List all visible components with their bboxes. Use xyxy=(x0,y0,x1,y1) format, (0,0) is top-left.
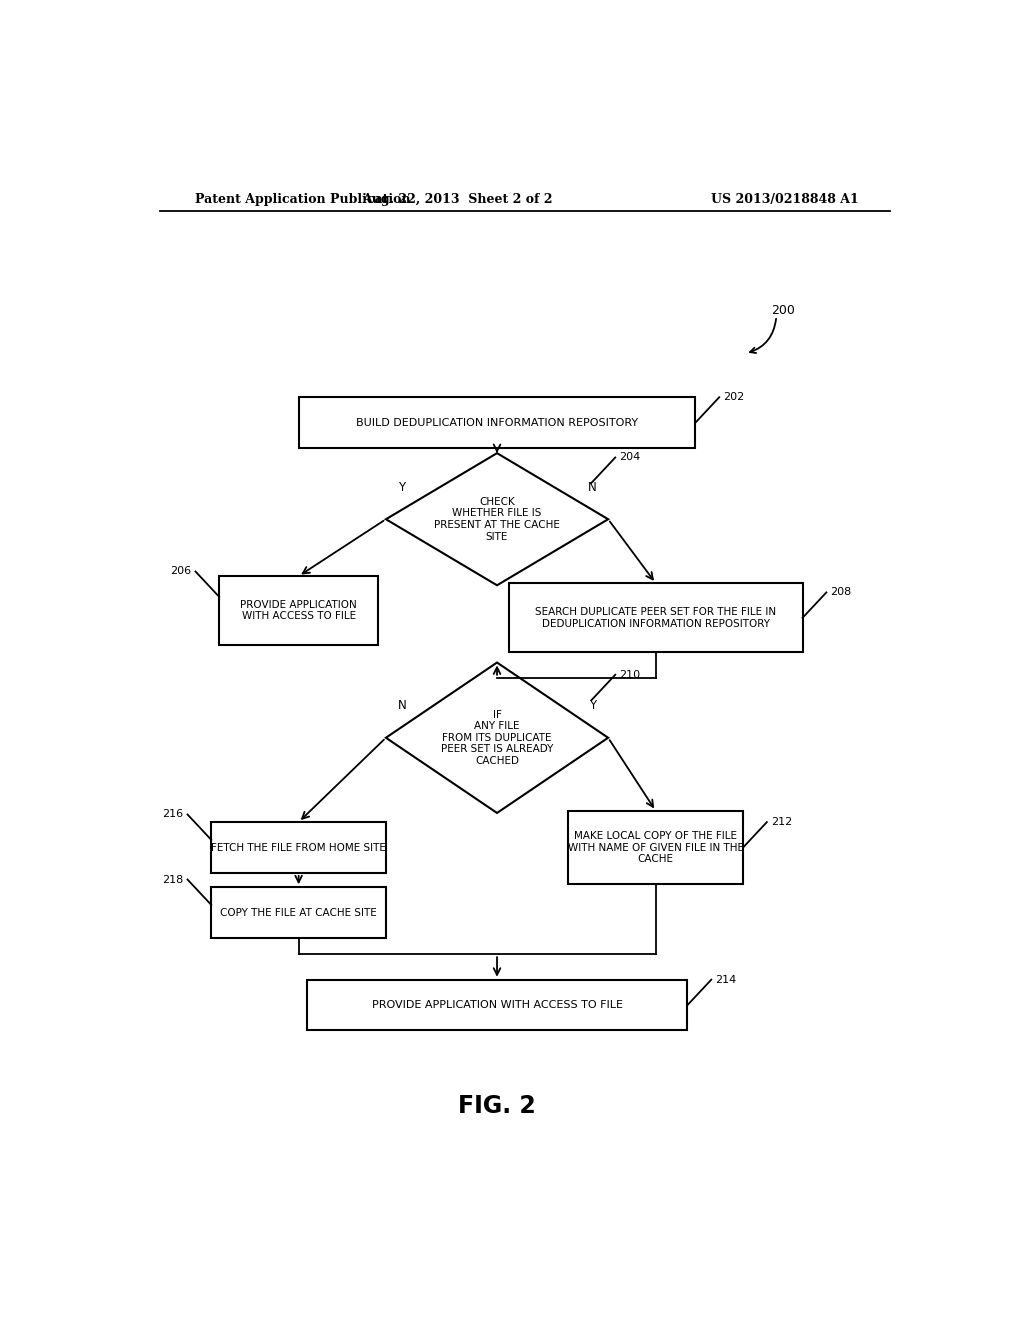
Text: IF
ANY FILE
FROM ITS DUPLICATE
PEER SET IS ALREADY
CACHED: IF ANY FILE FROM ITS DUPLICATE PEER SET … xyxy=(441,710,553,766)
Bar xyxy=(219,576,378,645)
Text: N: N xyxy=(588,480,596,494)
Text: 212: 212 xyxy=(771,817,793,828)
Text: 218: 218 xyxy=(162,875,183,884)
Text: 214: 214 xyxy=(716,974,736,985)
Text: COPY THE FILE AT CACHE SITE: COPY THE FILE AT CACHE SITE xyxy=(220,908,377,917)
Text: PROVIDE APPLICATION
WITH ACCESS TO FILE: PROVIDE APPLICATION WITH ACCESS TO FILE xyxy=(241,599,357,622)
Text: Aug. 22, 2013  Sheet 2 of 2: Aug. 22, 2013 Sheet 2 of 2 xyxy=(362,193,553,206)
Bar xyxy=(211,822,386,873)
Text: US 2013/0218848 A1: US 2013/0218848 A1 xyxy=(712,193,859,206)
Text: N: N xyxy=(397,700,407,713)
Text: Y: Y xyxy=(589,700,596,713)
Bar xyxy=(306,979,687,1031)
Text: Y: Y xyxy=(397,480,404,494)
Bar xyxy=(568,810,743,884)
Text: Patent Application Publication: Patent Application Publication xyxy=(196,193,411,206)
Text: SEARCH DUPLICATE PEER SET FOR THE FILE IN
DEDUPLICATION INFORMATION REPOSITORY: SEARCH DUPLICATE PEER SET FOR THE FILE I… xyxy=(536,607,776,628)
Text: 204: 204 xyxy=(620,453,640,462)
Text: 202: 202 xyxy=(723,392,744,403)
Text: 208: 208 xyxy=(830,587,852,598)
Bar xyxy=(299,397,695,447)
Text: MAKE LOCAL COPY OF THE FILE
WITH NAME OF GIVEN FILE IN THE
CACHE: MAKE LOCAL COPY OF THE FILE WITH NAME OF… xyxy=(567,830,743,865)
Text: CHECK
WHETHER FILE IS
PRESENT AT THE CACHE
SITE: CHECK WHETHER FILE IS PRESENT AT THE CAC… xyxy=(434,496,560,541)
Text: 206: 206 xyxy=(170,566,191,577)
Bar xyxy=(211,887,386,939)
Text: FIG. 2: FIG. 2 xyxy=(458,1094,536,1118)
Bar xyxy=(509,583,803,652)
Text: 200: 200 xyxy=(771,305,795,317)
Text: FETCH THE FILE FROM HOME SITE: FETCH THE FILE FROM HOME SITE xyxy=(211,842,386,853)
Text: 216: 216 xyxy=(163,809,183,820)
Text: 210: 210 xyxy=(620,669,640,680)
Text: BUILD DEDUPLICATION INFORMATION REPOSITORY: BUILD DEDUPLICATION INFORMATION REPOSITO… xyxy=(356,417,638,428)
Text: PROVIDE APPLICATION WITH ACCESS TO FILE: PROVIDE APPLICATION WITH ACCESS TO FILE xyxy=(372,1001,623,1010)
